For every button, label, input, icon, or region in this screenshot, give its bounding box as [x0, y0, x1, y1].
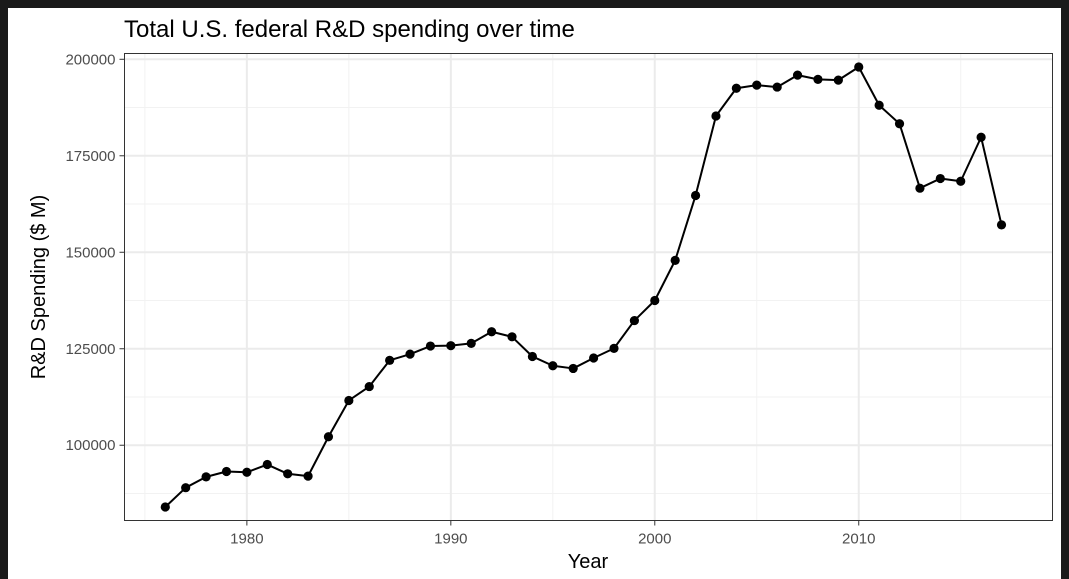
data-point — [344, 395, 354, 406]
x-tick-label: 2000 — [638, 531, 671, 548]
data-point — [813, 74, 823, 84]
data-point — [323, 432, 334, 442]
minor-gridlines — [124, 53, 1053, 521]
data-point — [629, 315, 639, 326]
data-point — [201, 472, 211, 482]
y-tick-label: 100000 — [65, 437, 115, 454]
y-tick-label: 175000 — [65, 148, 115, 165]
y-tick-label: 125000 — [65, 341, 115, 358]
data-point — [650, 295, 660, 306]
data-point — [262, 459, 272, 470]
line-chart: Total U.S. federal R&D spending over tim… — [28, 16, 1053, 573]
x-tick-label: 1980 — [230, 531, 263, 548]
data-point — [731, 83, 741, 93]
data-point — [507, 332, 517, 342]
data-point — [405, 349, 415, 359]
axis-layer: 1980 1990 2000 2010 100000 125000 150000 175000… — [65, 51, 875, 547]
data-point — [609, 343, 619, 353]
data-point — [894, 119, 905, 129]
y-tick-label: 200000 — [65, 51, 115, 68]
data-point — [527, 351, 538, 362]
major-gridlines — [124, 53, 1053, 521]
x-axis-title: Year — [568, 551, 609, 573]
data-point — [670, 255, 680, 265]
data-point — [364, 381, 374, 392]
data-point — [283, 469, 293, 479]
data-point — [772, 82, 782, 92]
x-tick-label: 2010 — [842, 531, 875, 548]
data-point — [792, 70, 803, 80]
series-layer — [160, 62, 1007, 512]
data-point — [588, 353, 599, 363]
data-point — [242, 467, 252, 477]
data-point — [976, 132, 986, 142]
data-point — [160, 502, 170, 512]
data-point — [303, 471, 313, 481]
data-point — [221, 466, 232, 477]
x-tick-label: 1990 — [434, 531, 467, 548]
data-point — [935, 173, 945, 184]
y-axis-title: R&D Spending ($ M) — [28, 195, 50, 380]
data-point — [711, 111, 721, 121]
data-point — [568, 363, 578, 374]
data-point — [425, 341, 436, 351]
chart-panel: Total U.S. federal R&D spending over tim… — [8, 8, 1061, 579]
data-point — [996, 220, 1007, 230]
data-point — [915, 183, 925, 193]
data-point — [466, 338, 476, 348]
data-point — [752, 80, 762, 90]
y-tick-label: 150000 — [65, 244, 115, 261]
data-point — [833, 75, 843, 85]
data-point — [181, 483, 191, 493]
data-point — [548, 361, 558, 371]
data-point — [690, 190, 701, 201]
data-point — [874, 100, 884, 110]
data-point — [385, 355, 395, 365]
plot-border — [124, 53, 1053, 521]
data-point — [446, 341, 456, 351]
chart-title: Total U.S. federal R&D spending over tim… — [124, 16, 575, 43]
plot-background — [124, 53, 1053, 521]
data-point — [854, 62, 864, 72]
data-point — [487, 327, 497, 337]
data-point — [956, 176, 966, 186]
